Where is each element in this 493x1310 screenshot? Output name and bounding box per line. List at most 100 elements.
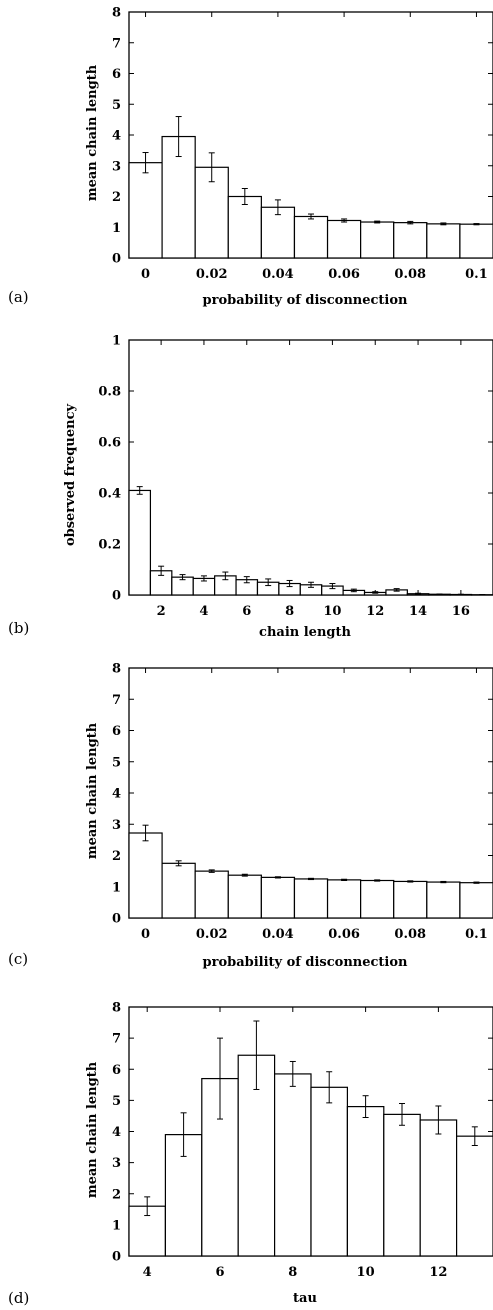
y-tick-label: 3	[112, 159, 121, 174]
bar	[360, 879, 395, 919]
bar	[426, 223, 461, 259]
y-tick-label: 5	[112, 1094, 121, 1109]
plot-frame	[128, 339, 493, 596]
bar	[293, 878, 329, 919]
x-tick-label: 0.08	[394, 927, 426, 942]
x-tick-label: 6	[242, 604, 251, 619]
x-tick-label: 0.04	[262, 927, 294, 942]
y-tick-label: 0.6	[98, 436, 121, 451]
x-tick-label: 4	[143, 1265, 152, 1280]
panel-label: (b)	[8, 619, 29, 637]
y-axis-label: observed frequency	[63, 404, 78, 547]
x-tick-label: 0	[141, 927, 150, 942]
x-tick-label: 6	[215, 1265, 224, 1280]
bar	[274, 1073, 312, 1257]
y-tick-label: 2	[112, 1187, 121, 1202]
y-tick-label: 7	[112, 693, 121, 708]
bar	[456, 1135, 493, 1257]
panel-label: (a)	[8, 288, 29, 306]
x-tick-label: 0.1	[465, 927, 488, 942]
y-tick-label: 0	[112, 589, 121, 604]
y-tick-label: 0	[112, 252, 121, 267]
bar	[227, 874, 262, 919]
x-tick-label: 2	[157, 604, 166, 619]
bar	[426, 881, 461, 919]
y-tick-label: 6	[112, 67, 121, 82]
bar	[128, 162, 163, 259]
y-tick-label: 0	[112, 912, 121, 927]
x-tick-label: 0.06	[328, 267, 360, 282]
y-tick-label: 0	[112, 1250, 121, 1265]
x-tick-label: 0.02	[196, 267, 228, 282]
y-axis-label: mean chain length	[85, 64, 100, 201]
y-tick-label: 5	[112, 755, 121, 770]
bar	[310, 1086, 349, 1257]
y-tick-label: 8	[112, 662, 121, 677]
x-tick-label: 0.08	[394, 267, 426, 282]
bar	[419, 1119, 458, 1257]
panel-b: (b) chain length observed frequency 0 0.2…	[8, 334, 493, 640]
y-tick-label: 8	[112, 6, 121, 21]
x-tick-label: 4	[199, 604, 208, 619]
bar	[161, 862, 196, 919]
y-tick-label: 7	[112, 1032, 121, 1047]
y-tick-label: 6	[112, 724, 121, 739]
x-tick-label: 0	[141, 267, 150, 282]
y-tick-label: 2	[112, 190, 121, 205]
bar	[128, 832, 163, 919]
x-tick-label: 16	[452, 604, 470, 619]
y-tick-label: 2	[112, 849, 121, 864]
y-tick-label: 1	[112, 334, 121, 349]
panel-c: (c) probability of disconnection mean ch…	[8, 662, 493, 970]
y-tick-label: 5	[112, 98, 121, 113]
y-axis-label: mean chain length	[85, 722, 100, 859]
y-tick-label: 1	[112, 880, 121, 895]
x-tick-label: 0.02	[196, 927, 228, 942]
y-axis-label: mean chain length	[85, 1061, 100, 1198]
x-tick-label: 0.04	[262, 267, 294, 282]
panel-a: (a) probability of disconnection mean ch…	[8, 6, 493, 308]
x-tick-label: 12	[429, 1265, 447, 1280]
y-tick-label: 8	[112, 1001, 121, 1016]
y-tick-label: 1	[112, 221, 121, 236]
bar	[293, 215, 329, 259]
panel-label: (c)	[8, 950, 28, 968]
x-axis-label: chain length	[259, 625, 351, 640]
y-tick-label: 7	[112, 36, 121, 51]
bar	[459, 882, 493, 919]
x-axis-label: probability of disconnection	[203, 293, 409, 308]
y-tick-label: 0.8	[98, 385, 121, 400]
panel-label: (d)	[8, 1289, 29, 1307]
bar	[260, 876, 296, 919]
x-tick-label: 8	[288, 1265, 297, 1280]
bar	[346, 1105, 385, 1257]
y-tick-label: 4	[112, 129, 121, 144]
y-tick-label: 3	[112, 818, 121, 833]
bar	[260, 206, 296, 259]
x-axis-label: tau	[293, 1291, 317, 1306]
bar	[393, 880, 428, 919]
x-tick-label: 0.06	[328, 927, 360, 942]
bar	[360, 221, 395, 259]
x-axis-label: probability of disconnection	[203, 955, 409, 970]
bar	[128, 489, 152, 596]
x-tick-label: 12	[366, 604, 384, 619]
bar	[326, 879, 362, 919]
y-tick-label: 4	[112, 1125, 121, 1140]
x-tick-label: 14	[409, 604, 427, 619]
y-tick-label: 0.2	[98, 538, 121, 553]
x-tick-label: 8	[285, 604, 294, 619]
x-tick-label: 10	[357, 1265, 375, 1280]
bar	[383, 1113, 421, 1257]
y-tick-label: 3	[112, 1156, 121, 1171]
x-tick-label: 10	[323, 604, 341, 619]
bar	[326, 219, 362, 259]
bar	[227, 195, 262, 259]
x-tick-label: 0.1	[465, 267, 488, 282]
y-tick-label: 0.4	[98, 487, 121, 502]
y-tick-label: 1	[112, 1218, 121, 1233]
bar	[459, 223, 493, 259]
bar	[194, 870, 229, 919]
